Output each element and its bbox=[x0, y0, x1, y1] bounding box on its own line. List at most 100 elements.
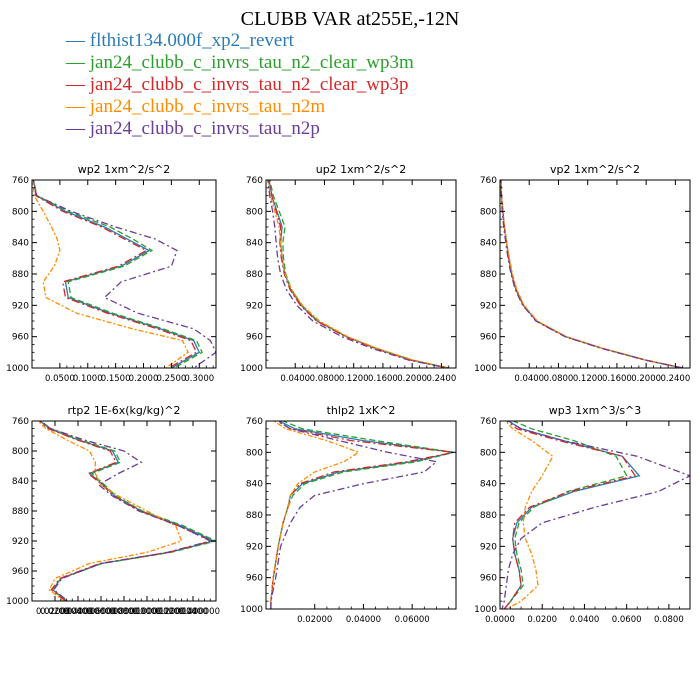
panel-2-series-2 bbox=[500, 180, 683, 368]
panel-0-series-2 bbox=[32, 180, 198, 368]
panel-0-xtick-label-2: 0.1500 bbox=[101, 374, 131, 384]
panel-0-ytick-label-1: 800 bbox=[12, 207, 29, 217]
legend-label-4: jan24_clubb_c_invrs_tau_n2p bbox=[89, 118, 320, 139]
panel-5-ytick-label-3: 880 bbox=[480, 511, 497, 521]
panel-3-series-2 bbox=[38, 421, 214, 601]
panel-0-xtick-label-3: 0.2000 bbox=[129, 374, 159, 384]
panel-1-frame bbox=[265, 179, 457, 369]
panel-2-frame bbox=[499, 179, 691, 369]
panel-1-xtick-label-2: 0.1200 bbox=[339, 374, 369, 384]
legend-dash-2: — bbox=[66, 74, 85, 95]
panel-0-ytick-label-2: 840 bbox=[12, 239, 29, 249]
panel-1-series-3 bbox=[267, 180, 449, 368]
panel-2-title: vp2 1xm^2/s^2 bbox=[550, 163, 640, 176]
panel-5-ytick-label-0: 760 bbox=[480, 417, 497, 427]
panel-4-series-2 bbox=[270, 421, 454, 609]
panel-1-series-0 bbox=[268, 180, 449, 368]
legend-dash-0: — bbox=[66, 30, 85, 51]
panel-2-xtick-label-3: 0.1600 bbox=[602, 374, 632, 384]
panel-3-xtick-label-2: 0.0600 bbox=[86, 607, 116, 617]
legend-item-0: — flthist134.000f_xp2_revert bbox=[66, 30, 414, 52]
panel-2: vp2 1xm^2/s^2 760 800 840 880 920 960 1000 0.040… bbox=[474, 163, 691, 384]
panel-5-ytick-label-1: 800 bbox=[480, 448, 497, 458]
panel-5-ytick-label-2: 840 bbox=[480, 480, 497, 490]
panel-2-series-1 bbox=[500, 180, 683, 368]
legend: — flthist134.000f_xp2_revert — jan24_clu… bbox=[66, 30, 414, 140]
panel-0-series-3 bbox=[32, 180, 189, 368]
panel-0-xtick-label-4: 0.2500 bbox=[157, 374, 187, 384]
panel-1-ytick-label-5: 960 bbox=[246, 333, 263, 343]
panel-2-ytick-label-1: 800 bbox=[480, 207, 497, 217]
panel-3-xtick-overlay-2: 0.0600000 bbox=[82, 607, 128, 617]
panel-2-xtick-label-4: 0.2000 bbox=[631, 374, 661, 384]
panel-0-series-4 bbox=[32, 180, 216, 368]
panel-5-series-1 bbox=[503, 421, 628, 609]
panel-1-xtick-label-1: 0.0800 bbox=[310, 374, 340, 384]
panel-1-series-4 bbox=[267, 180, 448, 368]
panel-5-ytick-label-6: 1000 bbox=[474, 605, 497, 615]
panel-3-xtick-label-6: 0.1400 bbox=[178, 607, 208, 617]
panel-1-ytick-label-6: 1000 bbox=[240, 364, 263, 374]
panel-0-series-1 bbox=[32, 180, 203, 368]
panel-4-ytick-label-0: 760 bbox=[246, 417, 263, 427]
panel-4: thlp2 1xK^2 760 800 840 880 920 960 1000 0.02000… bbox=[240, 404, 457, 625]
panel-1-ytick-label-3: 880 bbox=[246, 270, 263, 280]
panel-4-title: thlp2 1xK^2 bbox=[327, 404, 396, 417]
panel-3-ytick-label-2: 840 bbox=[12, 477, 29, 487]
panel-4-ytick-label-1: 800 bbox=[246, 448, 263, 458]
legend-label-0: flthist134.000f_xp2_revert bbox=[89, 30, 294, 51]
panel-5-ytick-label-4: 920 bbox=[480, 542, 497, 552]
legend-dash-3: — bbox=[66, 96, 85, 117]
panel-5-title: wp3 1xm^3/s^3 bbox=[549, 404, 642, 417]
panel-1-title: up2 1xm^2/s^2 bbox=[316, 163, 407, 176]
panel-3-xtick-overlay-5: 0.1200000 bbox=[151, 607, 197, 617]
panel-1-ytick-label-1: 800 bbox=[246, 207, 263, 217]
panel-3-xtick-overlay-0: 0.0200000 bbox=[36, 607, 82, 617]
panel-2-xtick-label-0: 0.0400 bbox=[514, 374, 544, 384]
legend-label-3: jan24_clubb_c_invrs_tau_n2m bbox=[89, 96, 326, 117]
panel-3-ytick-label-4: 920 bbox=[12, 537, 29, 547]
panel-5-xtick-label-4: 0.0800 bbox=[654, 615, 684, 625]
panel-2-xtick-label-2: 0.1200 bbox=[573, 374, 603, 384]
panel-2-series-4 bbox=[500, 180, 683, 368]
panel-1-xtick-label-4: 0.2000 bbox=[397, 374, 427, 384]
panel-3-title: rtp2 1E-6x(kg/kg)^2 bbox=[68, 404, 181, 417]
panel-4-ytick-label-5: 960 bbox=[246, 574, 263, 584]
panel-0-ytick-label-6: 1000 bbox=[6, 364, 29, 374]
legend-dash-4: — bbox=[66, 118, 85, 139]
panel-4-xtick-label-2: 0.06000 bbox=[395, 615, 430, 625]
panel-3-ytick-label-6: 1000 bbox=[6, 597, 29, 607]
panel-1-ytick-label-0: 760 bbox=[246, 176, 263, 186]
panel-3: rtp2 1E-6x(kg/kg)^2 760 800 840 880 920 960 100… bbox=[6, 404, 220, 617]
panel-1: up2 1xm^2/s^2 760 800 840 880 920 960 1000 0.040… bbox=[240, 163, 457, 384]
figure-title: CLUBB VAR at255E,-12N bbox=[240, 8, 460, 30]
panel-0-xtick-label-0: 0.0500 bbox=[45, 374, 75, 384]
legend-label-1: jan24_clubb_c_invrs_tau_n2_clear_wp3m bbox=[89, 52, 414, 73]
panel-3-ytick-label-1: 800 bbox=[12, 447, 29, 457]
legend-dash-1: — bbox=[66, 52, 85, 73]
panel-2-series-3 bbox=[500, 180, 683, 368]
panel-4-xtick-label-0: 0.02000 bbox=[297, 615, 332, 625]
panel-5-ytick-label-5: 960 bbox=[480, 574, 497, 584]
panel-3-xtick-label-5: 0.1200 bbox=[155, 607, 185, 617]
panel-1-series-2 bbox=[268, 180, 449, 368]
legend-item-2: — jan24_clubb_c_invrs_tau_n2_clear_wp3p bbox=[66, 74, 414, 96]
panel-3-xtick-overlay-4: 0.1000000 bbox=[128, 607, 174, 617]
panel-1-ytick-label-4: 920 bbox=[246, 301, 263, 311]
panel-5-series-2 bbox=[503, 421, 637, 609]
panel-2-ytick-label-2: 840 bbox=[480, 239, 497, 249]
panel-5-xtick-label-0: 0.0000 bbox=[485, 615, 515, 625]
legend-item-1: — jan24_clubb_c_invrs_tau_n2_clear_wp3m bbox=[66, 52, 414, 74]
panel-3-series-3 bbox=[37, 421, 183, 601]
panel-5-series-4 bbox=[501, 421, 690, 609]
panel-0-ytick-label-0: 760 bbox=[12, 176, 29, 186]
panel-0-ytick-label-4: 920 bbox=[12, 301, 29, 311]
panel-2-xtick-label-1: 0.0800 bbox=[544, 374, 574, 384]
panel-2-ytick-label-5: 960 bbox=[480, 333, 497, 343]
panel-3-ytick-label-3: 880 bbox=[12, 507, 29, 517]
panel-2-ytick-label-6: 1000 bbox=[474, 364, 497, 374]
panel-2-series-0 bbox=[500, 180, 683, 368]
panel-3-xtick-overlay-3: 0.0800000 bbox=[105, 607, 151, 617]
panel-0: wp2 1xm^2/s^2 760 800 840 880 920 960 1000 0.050… bbox=[6, 163, 217, 384]
panel-1-xtick-label-5: 0.2400 bbox=[427, 374, 457, 384]
